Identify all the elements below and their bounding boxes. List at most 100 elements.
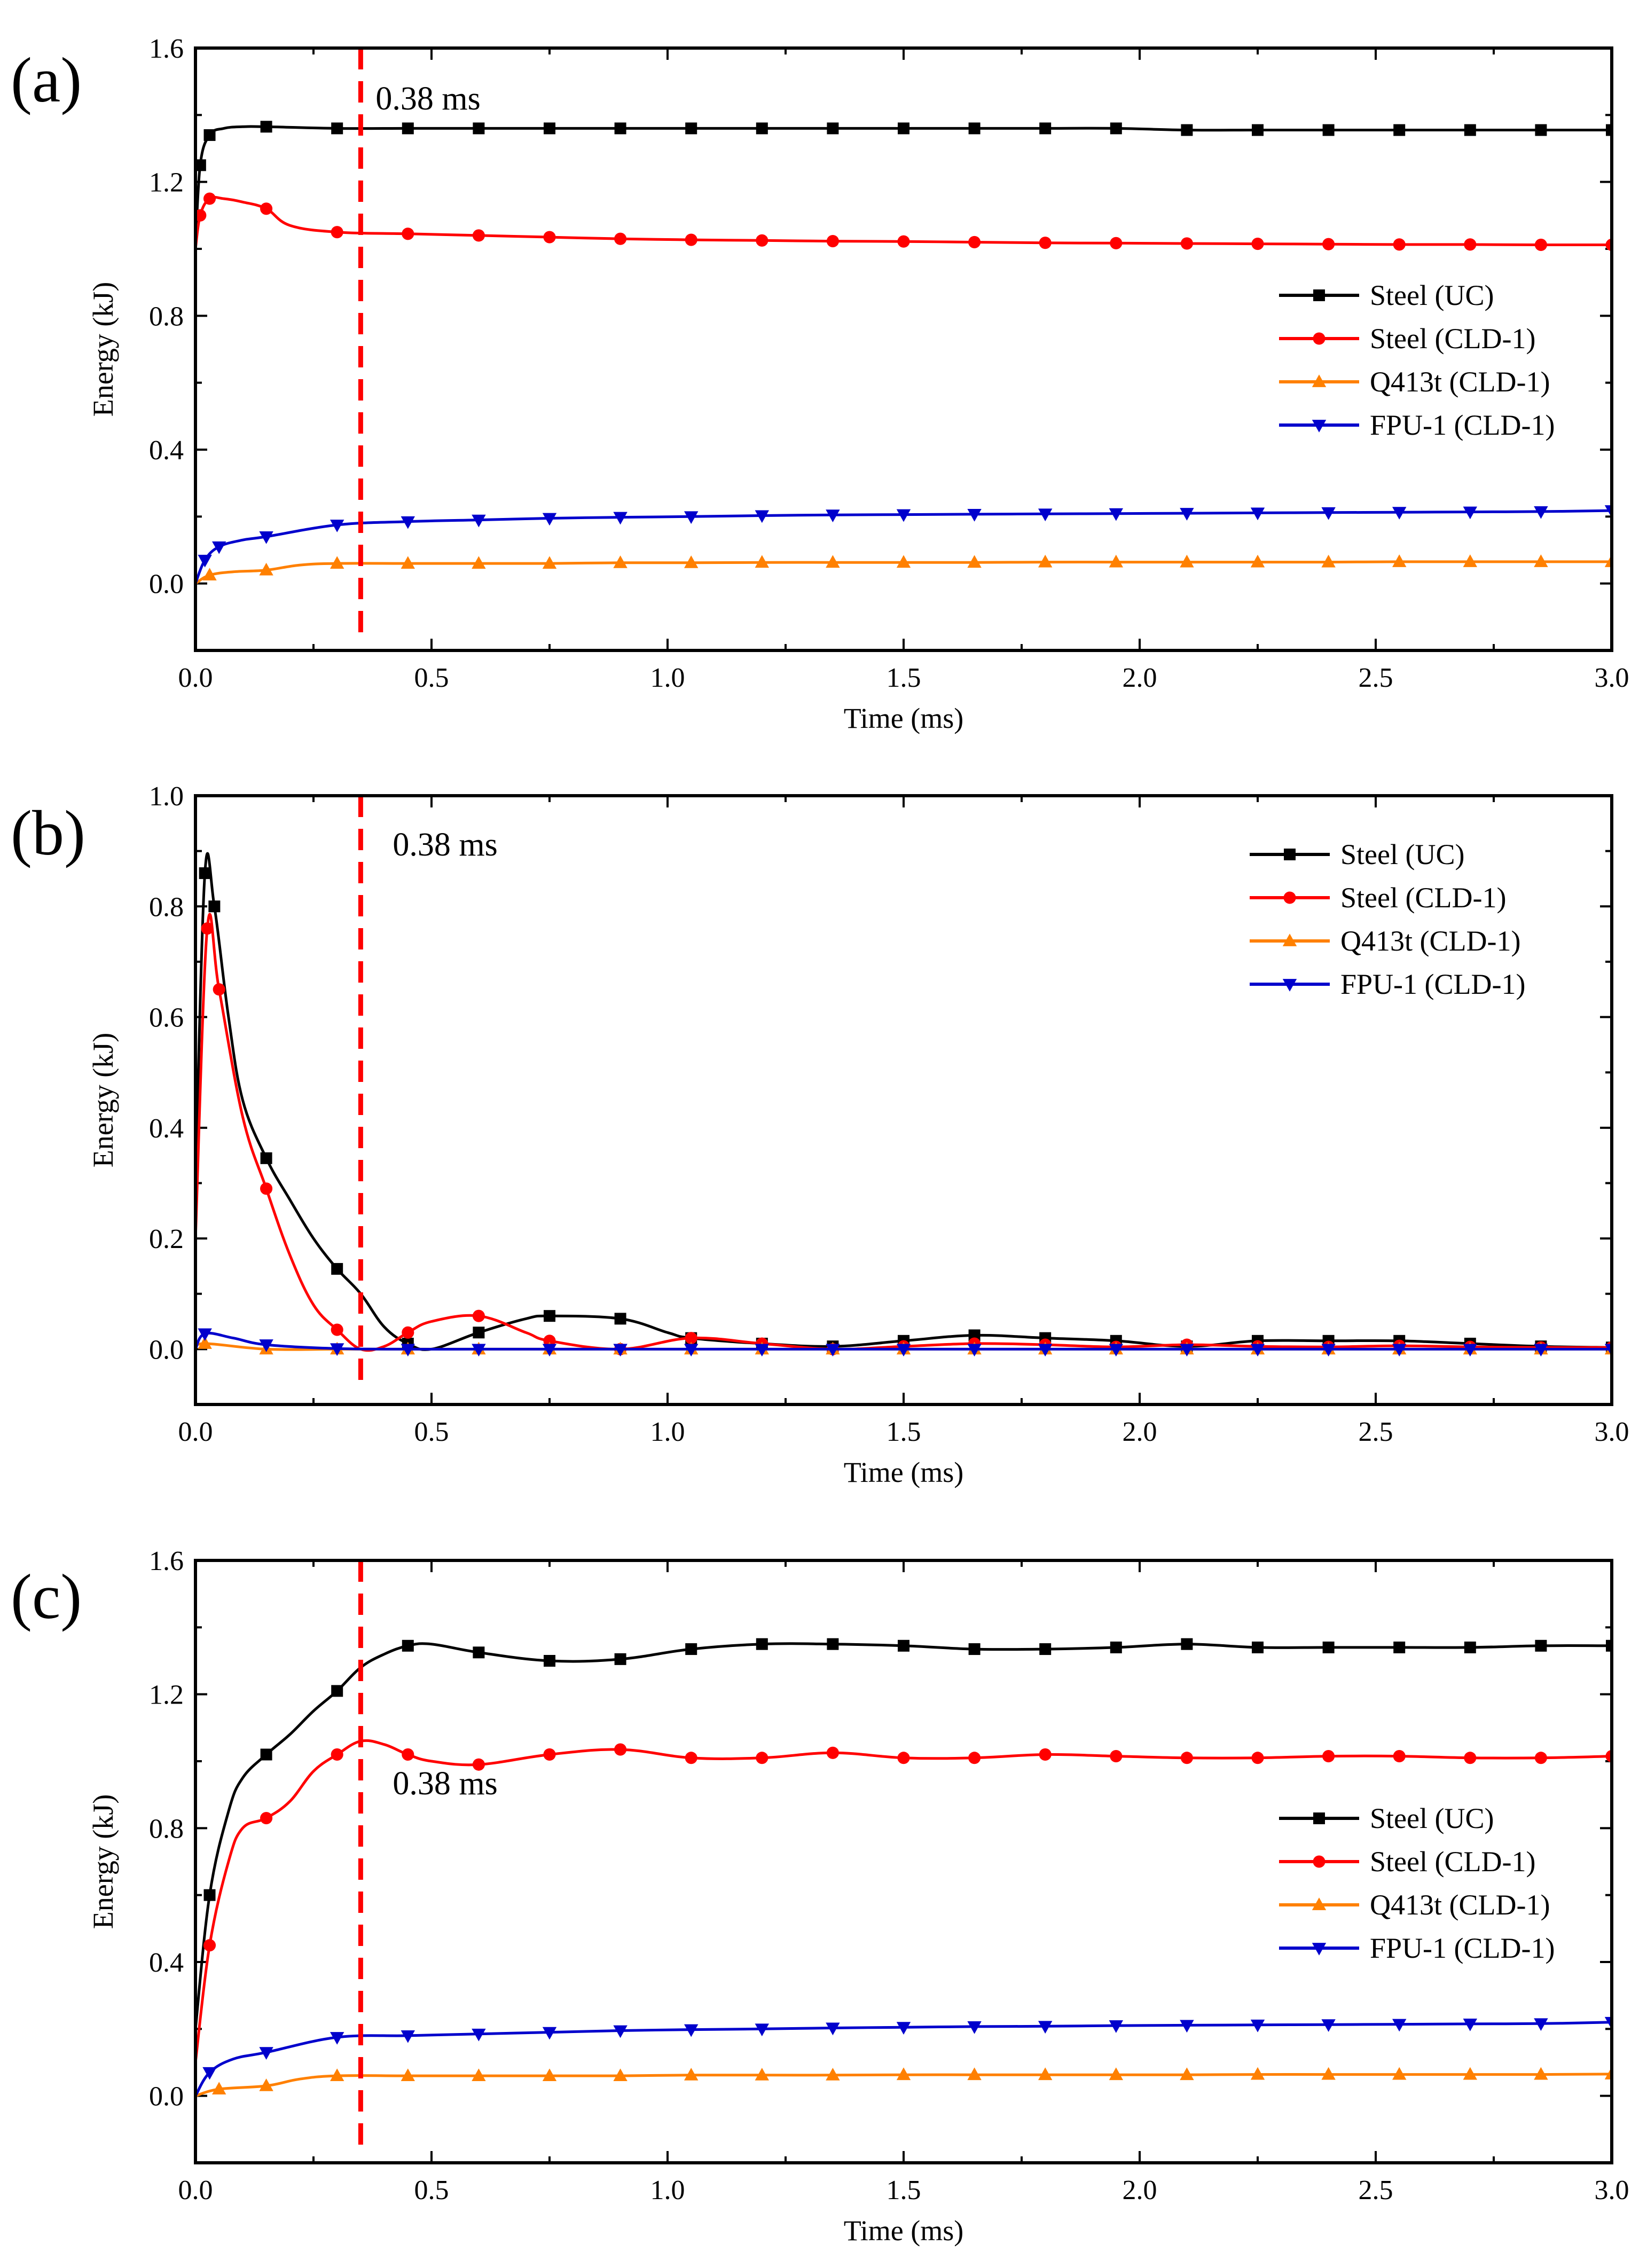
- data-point: [1464, 124, 1476, 136]
- panel-label: (b): [11, 797, 85, 868]
- legend-label-4: FPU-1 (CLD-1): [1340, 968, 1526, 1000]
- data-point: [1110, 237, 1123, 249]
- series-markers-1: [203, 1638, 1612, 1901]
- data-point: [1535, 1639, 1547, 1652]
- legend-marker-3: [1312, 1897, 1327, 1910]
- data-point: [472, 2068, 486, 2081]
- data-point: [195, 159, 206, 171]
- annotation-label: 0.38 ms: [393, 827, 497, 863]
- data-point: [331, 226, 343, 239]
- data-point: [1321, 507, 1336, 520]
- legend: Steel (UC) Steel (CLD-1) Q413t (CLD-1) FPU-…: [1279, 279, 1555, 441]
- x-axis-title: Time (ms): [844, 1456, 964, 1488]
- data-point: [1039, 1643, 1052, 1655]
- data-point: [1252, 124, 1264, 136]
- x-tick-label: 2.5: [1359, 663, 1393, 693]
- data-point: [1321, 1344, 1336, 1357]
- series-line-1: [195, 1642, 1612, 2029]
- panel-label: (a): [11, 44, 82, 115]
- data-point: [212, 2082, 226, 2095]
- series-markers-3: [202, 554, 1612, 580]
- chart-panel-1: (a) 0.0 0.5 1.0 1.5 2.0 2.5 3.0 0.0 0.4 0.8 1.2 1.6 T…: [11, 34, 1629, 734]
- data-point: [685, 1643, 697, 1655]
- x-tick-label: 2.0: [1123, 2175, 1157, 2206]
- data-point: [684, 2024, 699, 2037]
- data-point: [1039, 122, 1052, 135]
- data-point: [1250, 1344, 1265, 1357]
- data-point: [826, 235, 839, 248]
- data-point: [968, 122, 981, 135]
- chart-panel-3: (c) 0.0 0.5 1.0 1.5 2.0 2.5 3.0 0.0 0.4 0.8 1.2 1.6 T…: [11, 1546, 1629, 2247]
- data-point: [613, 512, 628, 525]
- data-point: [1463, 2019, 1477, 2031]
- series-markers-4: [202, 2016, 1612, 2080]
- legend-label-3: Q413t (CLD-1): [1370, 1889, 1550, 1921]
- data-point: [1322, 238, 1335, 250]
- y-tick-label: 0.4: [149, 435, 184, 466]
- data-point: [755, 555, 769, 568]
- data-point: [203, 1939, 216, 1952]
- x-tick-label: 1.0: [650, 2175, 685, 2206]
- data-point: [1464, 1752, 1477, 1764]
- y-axis-title: Energy (kJ): [87, 1033, 119, 1167]
- series-line-4: [195, 1331, 1612, 1351]
- data-point: [1038, 1344, 1053, 1357]
- annotation-label: 0.38 ms: [375, 81, 480, 117]
- data-point: [1534, 554, 1548, 567]
- data-point: [1251, 238, 1264, 250]
- data-point: [614, 1653, 626, 1665]
- y-tick-label: 0.0: [149, 2082, 184, 2112]
- data-point: [542, 513, 557, 526]
- data-point: [1109, 508, 1123, 521]
- data-point: [897, 235, 910, 248]
- data-point: [826, 2022, 840, 2036]
- data-point: [826, 1344, 840, 1357]
- data-point: [330, 2068, 344, 2081]
- data-point: [896, 509, 911, 522]
- x-tick-label: 0.0: [178, 2175, 213, 2206]
- data-point: [968, 1643, 981, 1655]
- legend-label-2: Steel (CLD-1): [1370, 323, 1535, 355]
- data-point: [756, 122, 768, 135]
- data-point: [260, 121, 272, 133]
- data-point: [543, 231, 556, 244]
- x-tick-label: 1.5: [887, 1417, 921, 1447]
- data-point: [1392, 554, 1407, 567]
- y-tick-label: 0.2: [149, 1224, 184, 1254]
- data-point: [1039, 237, 1052, 249]
- data-point: [401, 556, 415, 569]
- data-point: [544, 1655, 555, 1667]
- data-point: [260, 1152, 272, 1164]
- data-point: [1109, 2067, 1123, 2081]
- data-point: [1606, 1639, 1612, 1652]
- data-point: [331, 1748, 343, 1761]
- x-axis-title: Time (ms): [844, 2215, 964, 2247]
- data-point: [613, 1344, 628, 1357]
- data-point: [684, 2068, 699, 2081]
- plot-area: [195, 1638, 1612, 2098]
- data-point: [1393, 1641, 1406, 1653]
- x-tick-label: 1.5: [887, 2175, 921, 2206]
- y-tick-label: 0.8: [149, 301, 184, 332]
- data-point: [203, 129, 216, 141]
- data-point: [259, 562, 273, 576]
- data-point: [1321, 2067, 1336, 2080]
- data-point: [198, 554, 212, 568]
- x-tick-label: 2.0: [1123, 1417, 1157, 1447]
- data-point: [896, 2022, 911, 2035]
- data-point: [827, 1638, 839, 1650]
- data-point: [1180, 554, 1194, 568]
- legend: Steel (UC) Steel (CLD-1) Q413t (CLD-1) FPU-…: [1250, 838, 1526, 1000]
- data-point: [1534, 238, 1547, 252]
- data-point: [1251, 1752, 1264, 1764]
- data-point: [1252, 1641, 1264, 1653]
- series-markers-2: [203, 1743, 1612, 1952]
- data-point: [259, 2047, 273, 2060]
- data-point: [1110, 1750, 1123, 1763]
- data-point: [401, 2068, 415, 2081]
- series-markers-3: [212, 2067, 1612, 2095]
- data-point: [1534, 2018, 1548, 2031]
- data-point: [685, 122, 697, 135]
- data-point: [1250, 507, 1265, 521]
- x-tick-label: 2.5: [1359, 2175, 1393, 2206]
